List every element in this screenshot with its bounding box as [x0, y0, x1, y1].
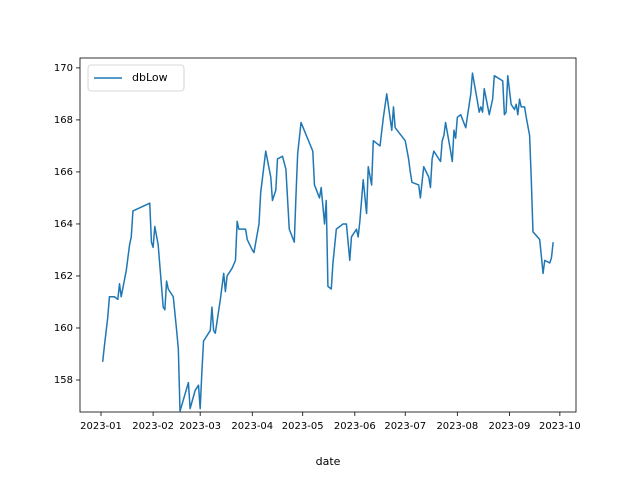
x-tick-label: 2023-05 [282, 421, 324, 432]
x-tick-label: 2023-06 [334, 421, 376, 432]
y-tick-label: 166 [54, 167, 73, 178]
x-axis-label: date [316, 455, 341, 468]
legend-label: dbLow [132, 71, 168, 84]
y-tick-label: 160 [54, 323, 73, 334]
x-tick-label: 2023-09 [489, 421, 531, 432]
x-tick-label: 2023-02 [132, 421, 174, 432]
y-tick-label: 162 [54, 271, 73, 282]
x-tick-label: 2023-07 [384, 421, 426, 432]
y-tick-label: 164 [54, 219, 73, 230]
legend-box [87, 64, 185, 92]
x-tick-label: 2023-03 [179, 421, 221, 432]
x-tick-label: 2023-01 [80, 421, 122, 432]
x-tick-label: 2023-08 [436, 421, 478, 432]
y-tick-label: 168 [54, 115, 73, 126]
y-tick-label: 170 [54, 63, 73, 74]
axes-frame [79, 57, 577, 413]
line-series [101, 72, 554, 412]
y-tick-label: 158 [54, 375, 73, 386]
x-tick-label: 2023-10 [539, 421, 581, 432]
x-tick-label: 2023-04 [231, 421, 273, 432]
